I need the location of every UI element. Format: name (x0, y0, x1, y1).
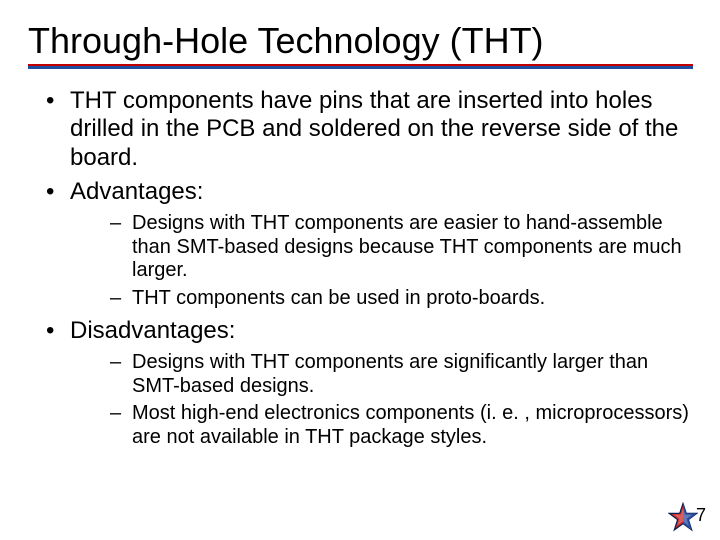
bullet-text: Disadvantages: (70, 317, 235, 344)
sub-bullet-text: Most high-end electronics components (i.… (132, 402, 689, 448)
star-logo-icon (668, 502, 698, 532)
bullet-item: Advantages: Designs with THT components … (40, 178, 692, 311)
bullet-item: THT components have pins that are insert… (40, 87, 692, 172)
bullet-text: THT components have pins that are insert… (70, 87, 678, 171)
sub-bullet-list: Designs with THT components are signific… (70, 351, 692, 449)
sub-bullet-text: Designs with THT components are easier t… (132, 212, 682, 281)
sub-bullet-item: THT components can be used in proto-boar… (106, 287, 692, 311)
sub-bullet-text: Designs with THT components are signific… (132, 351, 648, 397)
title-underline (28, 64, 693, 69)
sub-bullet-item: Most high-end electronics components (i.… (106, 402, 692, 449)
sub-bullet-item: Designs with THT components are signific… (106, 351, 692, 398)
slide: Through-Hole Technology (THT) THT compon… (0, 0, 720, 540)
underline-blue-bar (28, 66, 693, 69)
slide-title: Through-Hole Technology (THT) (28, 20, 692, 62)
sub-bullet-text: THT components can be used in proto-boar… (132, 287, 545, 309)
bullet-list: THT components have pins that are insert… (28, 87, 692, 449)
bullet-text: Advantages: (70, 178, 203, 205)
page-number: 7 (696, 505, 706, 526)
sub-bullet-list: Designs with THT components are easier t… (70, 212, 692, 310)
bullet-item: Disadvantages: Designs with THT componen… (40, 317, 692, 450)
sub-bullet-item: Designs with THT components are easier t… (106, 212, 692, 283)
